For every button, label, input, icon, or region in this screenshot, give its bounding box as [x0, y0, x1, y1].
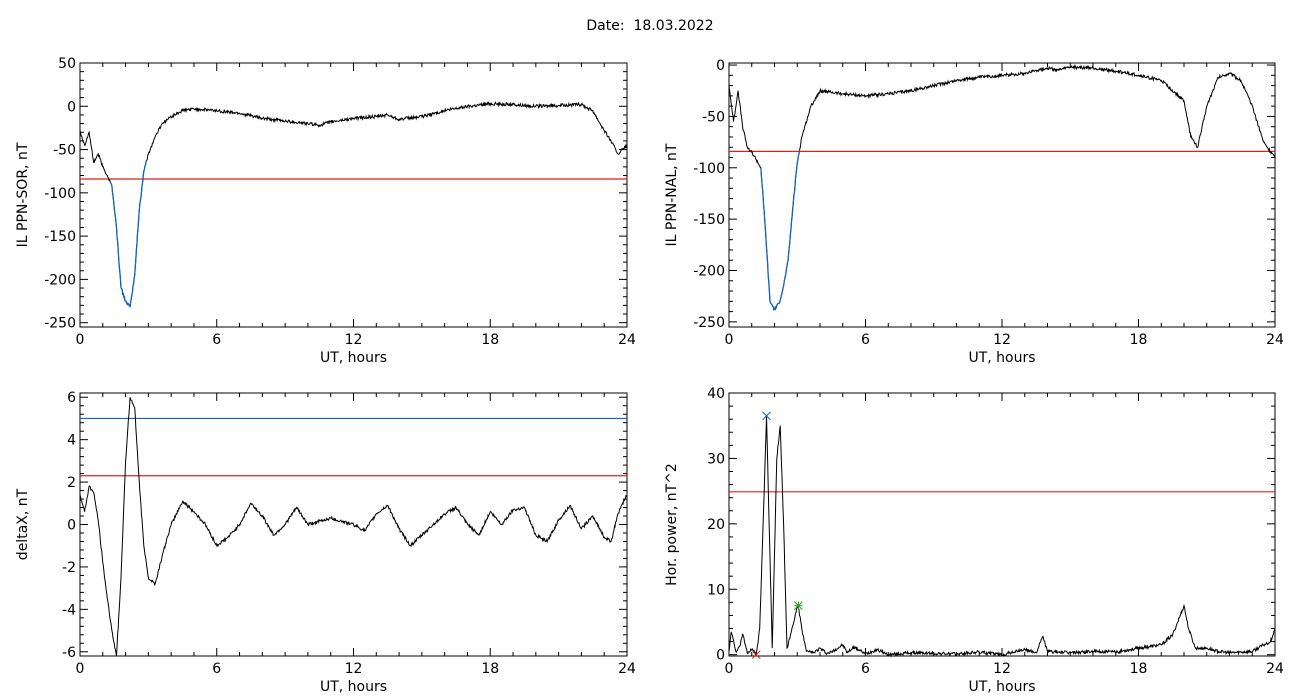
x-tick-label: 0 [725, 661, 734, 677]
x-tick-label: 24 [618, 332, 636, 348]
y-tick-label: 20 [707, 517, 725, 533]
x-tick-label: 12 [993, 332, 1011, 348]
x-tick-label: 24 [618, 661, 636, 677]
y-tick-label: -150 [693, 212, 725, 228]
marker-stroke [751, 650, 761, 660]
y-tick-label: -4 [62, 602, 76, 618]
marker-stroke [762, 411, 771, 421]
x-tick-label: 6 [212, 332, 221, 348]
series-line-highlight [109, 161, 147, 308]
y-axis-label: IL PPN-SOR, nT [15, 142, 31, 247]
y-axis-label: Hor. power, nT^2 [664, 463, 680, 586]
y-axis-label: deltaX, nT [15, 488, 31, 560]
y-tick-label: -200 [693, 264, 725, 280]
x-tick-label: 6 [212, 661, 221, 677]
y-axis-label: IL PPN-NAL, nT [664, 143, 680, 246]
x-tick-label: 24 [1266, 332, 1284, 348]
chart-power: 0 6 12 18 24 0 10 20 30 40 UT, hours Hor. power, nT… [664, 386, 1284, 695]
x-tick-label: 18 [1130, 332, 1148, 348]
x-tick-label: 0 [76, 332, 85, 348]
y-tick-label: -100 [44, 186, 76, 202]
x-tick-label: 24 [1266, 661, 1284, 677]
plot-frame [79, 62, 628, 328]
plot-frame [728, 62, 1276, 328]
chart-sor: 0 6 12 18 24 -250 -200 -150 -100 -50 0 50 UT, hours I… [15, 56, 636, 366]
chart-nal: 0 6 12 18 24 -250 -200 -150 -100 -50 0 UT, hours IL … [664, 58, 1284, 366]
y-tick-label: 50 [58, 56, 76, 72]
x-tick-label: 6 [861, 332, 870, 348]
page-title: Date: 18.03.2022 [586, 18, 714, 34]
x-tick-label: 0 [76, 661, 85, 677]
y-tick-label: 2 [67, 475, 76, 491]
marker-x-blue [762, 411, 771, 421]
y-tick-label: 30 [707, 451, 725, 467]
x-axis-label: UT, hours [320, 679, 387, 695]
y-tick-label: 0 [716, 58, 725, 74]
plot-frame [728, 392, 1276, 657]
y-tick-label: 0 [67, 99, 76, 115]
series-line [79, 101, 628, 308]
series-line-highlight [760, 149, 801, 311]
x-tick-label: 18 [1130, 661, 1148, 677]
marker-star-green [794, 601, 803, 610]
x-tick-label: 6 [861, 661, 870, 677]
y-tick-label: -100 [693, 161, 725, 177]
y-tick-label: -50 [702, 109, 725, 125]
x-axis-label: UT, hours [968, 350, 1035, 366]
y-tick-label: 10 [707, 582, 725, 598]
y-tick-label: 4 [67, 433, 76, 449]
y-tick-label: -150 [44, 229, 76, 245]
series-line [728, 63, 1276, 311]
series-line [728, 415, 1276, 658]
x-tick-label: 18 [481, 661, 499, 677]
x-tick-label: 18 [481, 332, 499, 348]
y-tick-label: 6 [67, 390, 76, 406]
y-tick-label: 0 [716, 648, 725, 664]
x-tick-label: 12 [345, 661, 363, 677]
y-tick-label: -250 [44, 316, 76, 332]
x-tick-label: 12 [993, 661, 1011, 677]
y-tick-label: -250 [693, 315, 725, 331]
y-tick-label: -6 [62, 645, 76, 661]
marker-x-red [751, 650, 761, 660]
y-tick-label: 0 [67, 518, 76, 534]
x-tick-label: 12 [345, 332, 363, 348]
x-tick-label: 0 [725, 332, 734, 348]
y-tick-label: 40 [707, 386, 725, 402]
y-tick-label: -200 [44, 272, 76, 288]
series-line [79, 397, 628, 657]
y-tick-label: -50 [53, 143, 76, 159]
y-tick-label: -2 [62, 560, 76, 576]
x-axis-label: UT, hours [320, 350, 387, 366]
x-axis-label: UT, hours [968, 679, 1035, 695]
